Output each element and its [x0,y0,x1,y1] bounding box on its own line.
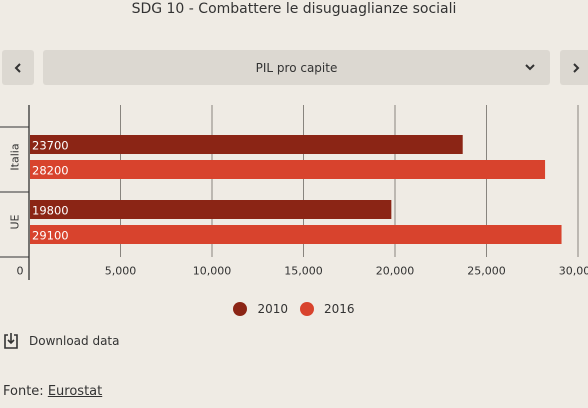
bar-2010-1 [30,200,392,219]
data-label-2016-1: 29100 [32,229,69,243]
category-label-0: Italia [9,143,22,170]
legend-item-2016[interactable]: 2016 [300,302,355,316]
x-tick-label-5000: 5,000 [105,265,137,278]
chart-legend: 2010 2016 [0,302,588,316]
source-line: Fonte: Eurostat [3,384,102,399]
data-label-2016-0: 28200 [32,164,69,178]
source-link[interactable]: Eurostat [47,384,103,399]
x-tick-label-10000: 10,000 [193,265,232,278]
chevron-right-icon [573,62,580,73]
x-tick-label-15000: 15,000 [284,265,323,278]
source-prefix: Fonte: [3,384,44,399]
category-label-1: UE [9,214,22,229]
bar-2016-0 [30,160,546,179]
legend-swatch-2010 [233,302,248,316]
indicator-select[interactable]: PIL pro capite [43,50,550,85]
x-tick-label-30000: 30,000 [559,265,588,278]
chart-title: SDG 10 - Combattere le disuguaglianze so… [131,1,457,17]
bar-2010-0 [30,135,463,154]
bar-2016-1 [30,225,562,244]
download-icon [4,333,18,349]
legend-label-2010: 2010 [257,302,288,316]
prev-button[interactable] [2,50,34,85]
next-button[interactable] [560,50,588,85]
x-tick-label-20000: 20,000 [376,265,415,278]
download-data-button[interactable]: Download data [3,332,120,350]
data-label-2010-1: 19800 [32,204,69,218]
legend-item-2010[interactable]: 2010 [233,302,288,316]
x-tick-label-0: 0 [17,265,24,278]
bar-chart: Italia 23700 28200 UE 19800 29100 0 5,000 10,000… [0,105,588,280]
data-label-2010-0: 23700 [32,139,69,153]
indicator-select-value: PIL pro capite [255,60,338,75]
legend-label-2016: 2016 [324,302,355,316]
chevron-down-icon [525,64,535,71]
x-tick-label-25000: 25,000 [467,265,506,278]
chevron-left-icon [14,62,21,73]
download-data-label: Download data [29,334,120,348]
legend-swatch-2016 [300,302,314,316]
